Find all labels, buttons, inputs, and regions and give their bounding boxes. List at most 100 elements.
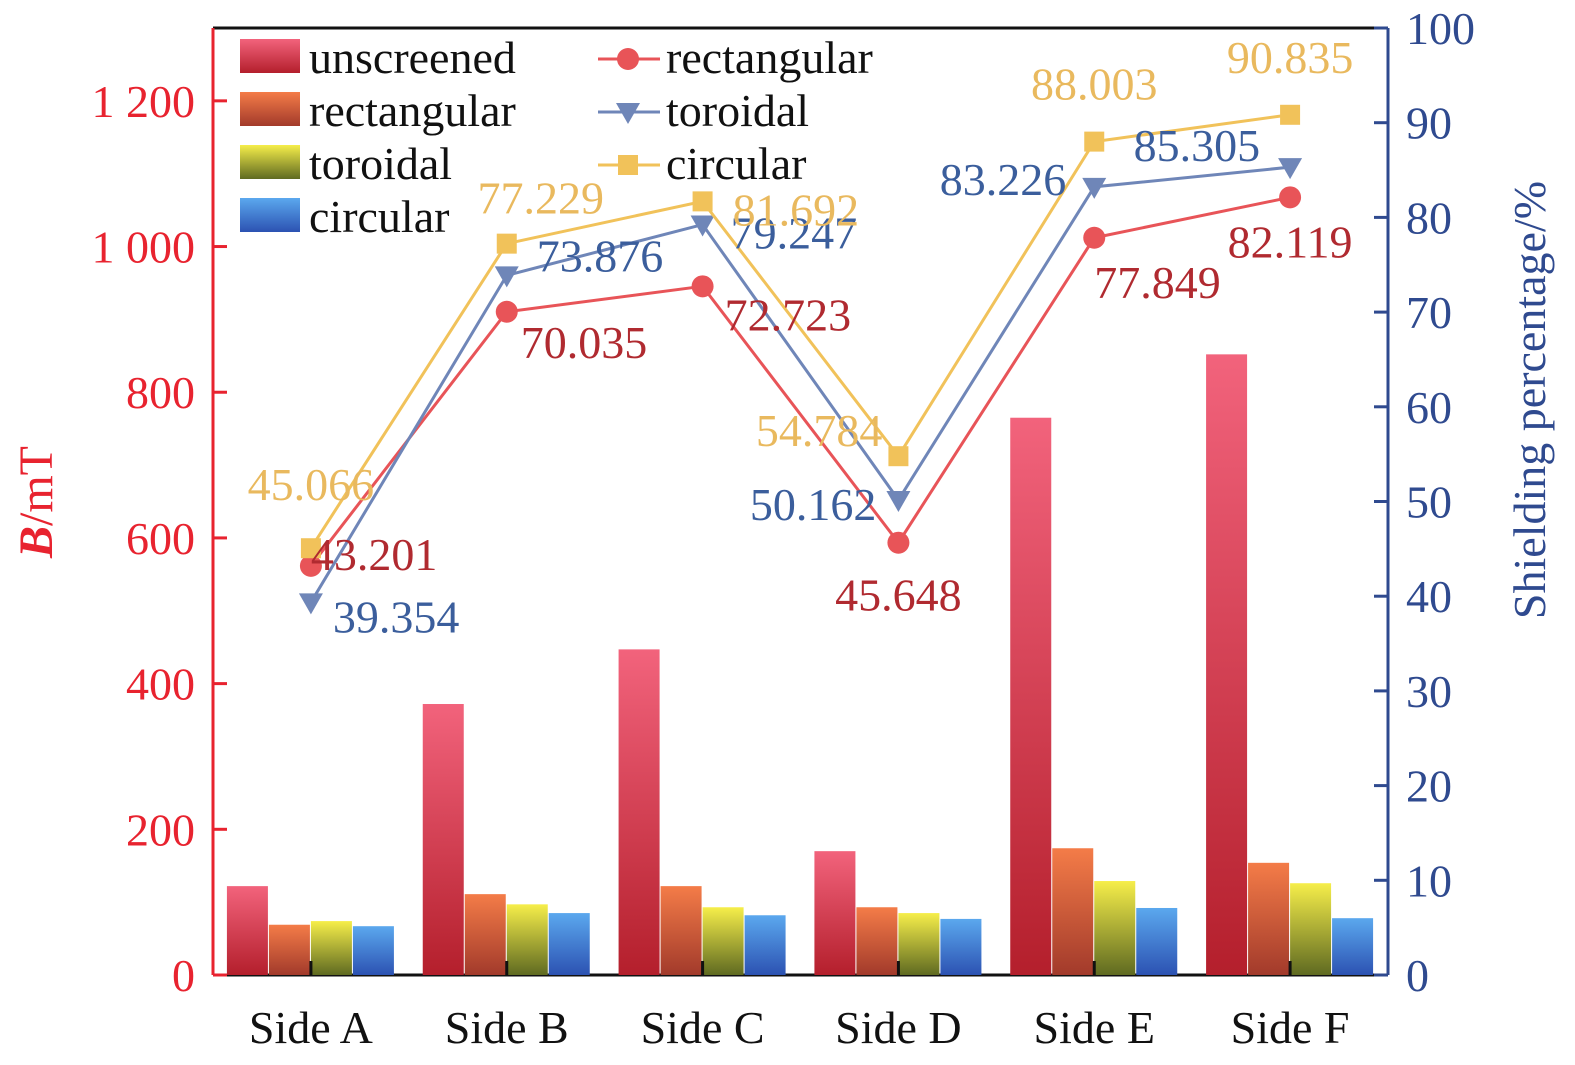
legend-swatch-bar-unscreened: [240, 39, 300, 73]
bar-unscreened-1: [226, 886, 268, 975]
data-label-circular-6: 90.835: [1227, 32, 1354, 83]
bar-toroidal-3: [702, 907, 744, 975]
x-tick-label: Side B: [445, 1002, 569, 1053]
right-tick-label: 70: [1406, 287, 1452, 338]
line-rectangular: [309, 195, 1291, 567]
right-tick-label: 20: [1406, 761, 1452, 812]
marker-circular-5: [1084, 131, 1105, 152]
x-tick-label: Side D: [835, 1002, 962, 1053]
bar-rectangular-5: [1052, 848, 1094, 975]
bar-circular-5: [1136, 907, 1178, 975]
right-tick-label: 40: [1406, 571, 1452, 622]
left-tick-label: 600: [126, 513, 195, 564]
marker-toroidal-6: [1278, 158, 1303, 180]
marker-rectangular-4: [887, 531, 910, 554]
data-label-toroidal-6: 85.305: [1134, 120, 1261, 171]
bar-unscreened-3: [618, 649, 660, 975]
bar-circular-1: [352, 926, 394, 975]
x-tick-label: Side E: [1034, 1002, 1155, 1053]
legend-swatch-bar-toroidal: [240, 145, 300, 179]
x-tick-label: Side A: [249, 1002, 373, 1053]
right-tick-label: 60: [1406, 382, 1452, 433]
legend-marker-rectangular: [617, 48, 639, 70]
legend-swatch-bar-circular: [240, 198, 300, 232]
data-label-circular-3: 81.692: [733, 184, 860, 235]
bar-toroidal-6: [1290, 883, 1332, 975]
legend-label-bar-toroidal: toroidal: [309, 138, 452, 189]
marker-toroidal-1: [298, 593, 323, 615]
right-axis-title: Shielding percentage/%: [1504, 181, 1555, 619]
right-tick-label: 0: [1406, 950, 1429, 1001]
marker-circular-4: [888, 446, 909, 467]
marker-circular-2: [496, 233, 517, 254]
bar-circular-6: [1332, 918, 1374, 975]
marker-rectangular-5: [1083, 226, 1106, 249]
left-axis-title: B/mT: [10, 446, 63, 559]
right-tick-label: 80: [1406, 192, 1452, 243]
legend-label-bar-circular: circular: [309, 191, 449, 242]
line-toroidal: [309, 165, 1291, 604]
data-label-circular-2: 77.229: [478, 173, 605, 224]
legend-label-line-circular: circular: [666, 138, 806, 189]
bar-rectangular-3: [660, 886, 702, 975]
data-label-rectangular-4: 45.648: [835, 570, 962, 621]
right-tick-label: 10: [1406, 855, 1452, 906]
bar-unscreened-6: [1206, 354, 1248, 975]
data-label-circular-4: 54.784: [756, 405, 883, 456]
line-series-group: [298, 104, 1303, 615]
x-tick-label: Side C: [641, 1002, 765, 1053]
left-tick-label: 0: [172, 950, 195, 1001]
data-label-rectangular-2: 70.035: [521, 317, 648, 368]
bar-toroidal-5: [1094, 881, 1136, 975]
right-tick-label: 90: [1406, 98, 1452, 149]
bar-toroidal-2: [506, 904, 548, 975]
data-label-toroidal-5: 83.226: [940, 154, 1067, 205]
bar-circular-2: [548, 913, 590, 975]
left-tick-label: 1 200: [92, 76, 196, 127]
data-label-circular-5: 88.003: [1031, 59, 1158, 110]
marker-rectangular-1: [299, 554, 322, 577]
legend: unscreenedrectangulartoroidalcircularrec…: [240, 32, 873, 242]
left-tick-label: 1 000: [92, 222, 196, 273]
legend-marker-toroidal: [616, 103, 640, 124]
marker-circular-3: [692, 191, 713, 212]
marker-toroidal-3: [690, 215, 715, 237]
bar-unscreened-4: [814, 851, 856, 975]
x-tick-label: Side F: [1231, 1002, 1350, 1053]
data-label-circular-1: 45.066: [248, 459, 375, 510]
bar-rectangular-6: [1248, 862, 1290, 975]
data-label-toroidal-3: 79.247: [731, 208, 858, 259]
data-label-rectangular-6: 82.119: [1228, 216, 1353, 267]
marker-toroidal-2: [494, 266, 519, 288]
bar-unscreened-2: [422, 704, 464, 975]
axes-group: 0 200 400 600 800 1 000 1 200 0 10 20 30 40 50 60 70 80…: [10, 3, 1555, 1053]
legend-swatch-bar-rectangular: [240, 92, 300, 126]
left-tick-label: 400: [126, 659, 195, 710]
bar-rectangular-2: [464, 894, 506, 975]
data-label-toroidal-2: 73.876: [537, 230, 664, 281]
plot-frame: [211, 26, 1390, 977]
legend-marker-circular: [618, 155, 638, 175]
bar-series-group: [226, 354, 1374, 975]
bar-toroidal-1: [310, 921, 352, 975]
data-label-rectangular-1: 43.201: [311, 529, 438, 580]
right-tick-label: 100: [1406, 3, 1475, 54]
bar-rectangular-4: [856, 907, 898, 975]
line-circular: [309, 113, 1291, 550]
left-tick-label: 200: [126, 804, 195, 855]
data-label-rectangular-3: 72.723: [725, 289, 852, 340]
data-label-toroidal-1: 39.354: [333, 591, 460, 642]
bar-circular-4: [940, 918, 982, 975]
marker-rectangular-6: [1279, 186, 1302, 209]
legend-label-line-rectangular: rectangular: [666, 32, 873, 83]
legend-label-bar-rectangular: rectangular: [309, 85, 516, 136]
marker-toroidal-5: [1082, 177, 1107, 199]
marker-circular-1: [300, 538, 321, 559]
data-label-toroidal-4: 50.162: [750, 479, 877, 530]
marker-circular-6: [1280, 104, 1301, 125]
marker-rectangular-3: [691, 275, 714, 298]
legend-label-line-toroidal: toroidal: [666, 85, 809, 136]
bar-unscreened-5: [1010, 417, 1052, 975]
